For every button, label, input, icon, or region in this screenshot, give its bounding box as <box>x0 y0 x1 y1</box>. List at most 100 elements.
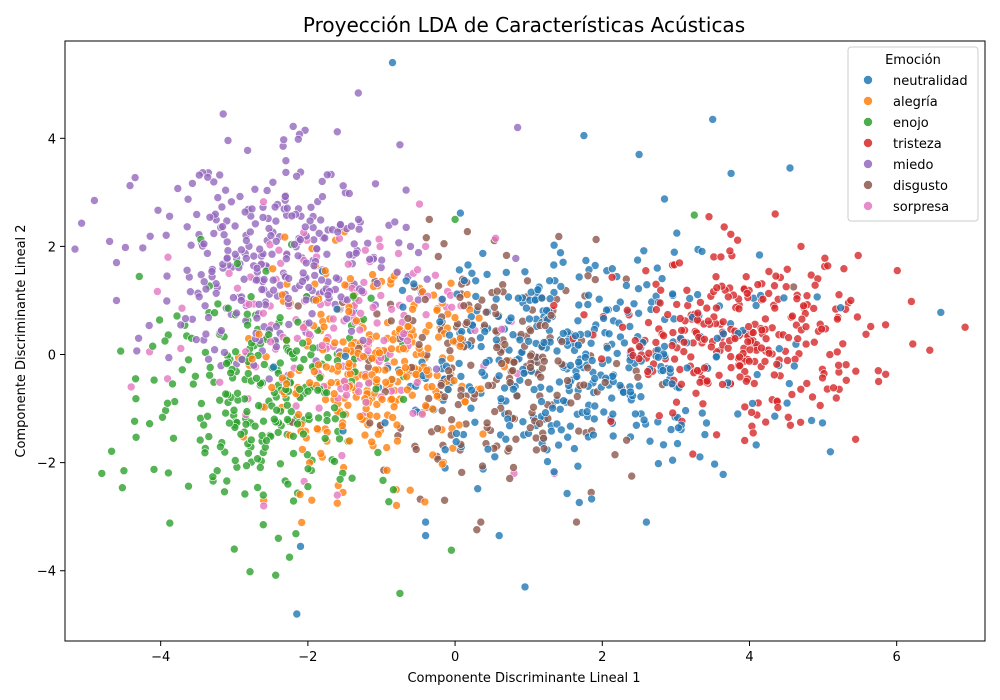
data-point-sorpresa <box>421 242 430 251</box>
data-point-disgusto <box>444 366 453 376</box>
data-point-miedo <box>284 320 294 329</box>
data-point-miedo <box>200 301 210 311</box>
data-point-disgusto <box>365 418 375 428</box>
data-point-sorpresa <box>329 323 339 333</box>
data-point-tristeza <box>793 334 803 344</box>
data-point-enojo <box>97 469 107 478</box>
data-point-enojo <box>320 434 330 443</box>
data-point-tristeza <box>808 392 817 402</box>
data-point-neutralidad <box>573 340 583 350</box>
data-point-miedo <box>292 172 301 181</box>
data-point-neutralidad <box>549 288 559 297</box>
data-point-disgusto <box>500 340 510 349</box>
data-point-neutralidad <box>615 381 625 390</box>
data-point-disgusto <box>525 423 535 433</box>
data-point-miedo <box>264 224 274 233</box>
data-point-alegría <box>382 443 392 452</box>
data-point-disgusto <box>535 419 544 428</box>
data-point-tristeza <box>709 252 719 262</box>
data-point-neutralidad <box>545 384 555 394</box>
data-point-miedo <box>186 240 196 250</box>
data-point-enojo <box>243 309 252 319</box>
data-point-alegría <box>381 377 391 387</box>
data-point-neutralidad <box>751 301 761 310</box>
data-point-neutralidad <box>454 359 464 368</box>
data-point-disgusto <box>411 445 421 454</box>
data-point-miedo <box>290 240 299 249</box>
data-point-enojo <box>208 472 218 482</box>
data-point-enojo <box>335 474 345 484</box>
data-point-tristeza <box>786 420 795 430</box>
data-point-alegría <box>449 376 459 385</box>
data-point-neutralidad <box>774 344 784 354</box>
data-point-neutralidad <box>642 517 651 527</box>
data-point-enojo <box>303 450 312 460</box>
data-point-miedo <box>304 283 314 292</box>
data-point-miedo <box>406 242 415 251</box>
data-point-disgusto <box>590 275 600 284</box>
data-point-neutralidad <box>548 403 557 413</box>
data-point-miedo <box>358 336 368 345</box>
data-point-enojo <box>149 375 159 385</box>
data-point-enojo <box>169 433 178 443</box>
data-point-tristeza <box>644 318 653 327</box>
data-point-disgusto <box>552 390 562 400</box>
data-point-tristeza <box>744 322 753 331</box>
x-tick-label: 0 <box>451 650 459 665</box>
data-point-tristeza <box>597 354 606 364</box>
data-point-disgusto <box>490 302 499 312</box>
data-point-neutralidad <box>473 484 483 494</box>
data-point-tristeza <box>881 320 890 330</box>
data-point-sorpresa <box>332 490 342 500</box>
data-point-miedo <box>223 136 233 145</box>
data-point-enojo <box>282 335 291 345</box>
data-point-neutralidad <box>642 280 652 290</box>
data-point-miedo <box>201 284 211 294</box>
data-point-enojo <box>291 529 301 539</box>
chart-title: Proyección LDA de Características Acústi… <box>303 13 745 37</box>
data-point-neutralidad <box>668 455 677 465</box>
data-point-alegría <box>372 411 382 421</box>
data-point-tristeza <box>700 334 709 344</box>
data-point-sorpresa <box>361 397 371 407</box>
data-point-neutralidad <box>573 316 583 326</box>
data-point-neutralidad <box>467 385 476 395</box>
data-point-neutralidad <box>519 368 529 378</box>
data-point-alegría <box>387 344 396 354</box>
data-point-alegría <box>450 313 460 322</box>
data-point-miedo <box>242 236 251 245</box>
data-point-enojo <box>230 544 239 554</box>
data-point-miedo <box>357 286 367 296</box>
data-point-tristeza <box>711 272 721 282</box>
data-point-enojo <box>275 313 285 323</box>
data-point-sorpresa <box>259 501 269 511</box>
data-point-miedo <box>394 238 404 248</box>
data-point-alegría <box>316 449 326 458</box>
data-point-neutralidad <box>494 371 504 381</box>
y-axis-ticks: −4 −2 0 2 4 <box>37 132 65 580</box>
data-point-tristeza <box>782 264 792 274</box>
data-point-tristeza <box>892 266 902 275</box>
data-point-enojo <box>258 490 268 500</box>
data-point-tristeza <box>702 303 712 313</box>
data-point-disgusto <box>403 314 413 323</box>
x-axis-label: Componente Discriminante Lineal 1 <box>407 671 640 686</box>
data-point-miedo <box>181 314 190 323</box>
data-point-tristeza <box>851 434 860 444</box>
data-point-sorpresa <box>153 287 162 296</box>
data-point-miedo <box>401 185 411 195</box>
data-point-neutralidad <box>608 431 618 441</box>
data-point-enojo <box>220 487 229 497</box>
data-point-alegría <box>309 367 319 376</box>
data-point-alegría <box>307 495 317 505</box>
data-point-neutralidad <box>421 531 430 540</box>
data-point-sorpresa <box>342 390 351 400</box>
data-point-disgusto <box>591 235 601 244</box>
data-point-alegría <box>332 498 342 508</box>
data-point-neutralidad <box>582 407 592 417</box>
data-point-neutralidad <box>443 385 453 394</box>
data-point-tristeza <box>652 305 661 314</box>
data-point-tristeza <box>833 314 842 324</box>
data-point-alegría <box>422 366 432 375</box>
data-point-neutralidad <box>471 292 481 301</box>
